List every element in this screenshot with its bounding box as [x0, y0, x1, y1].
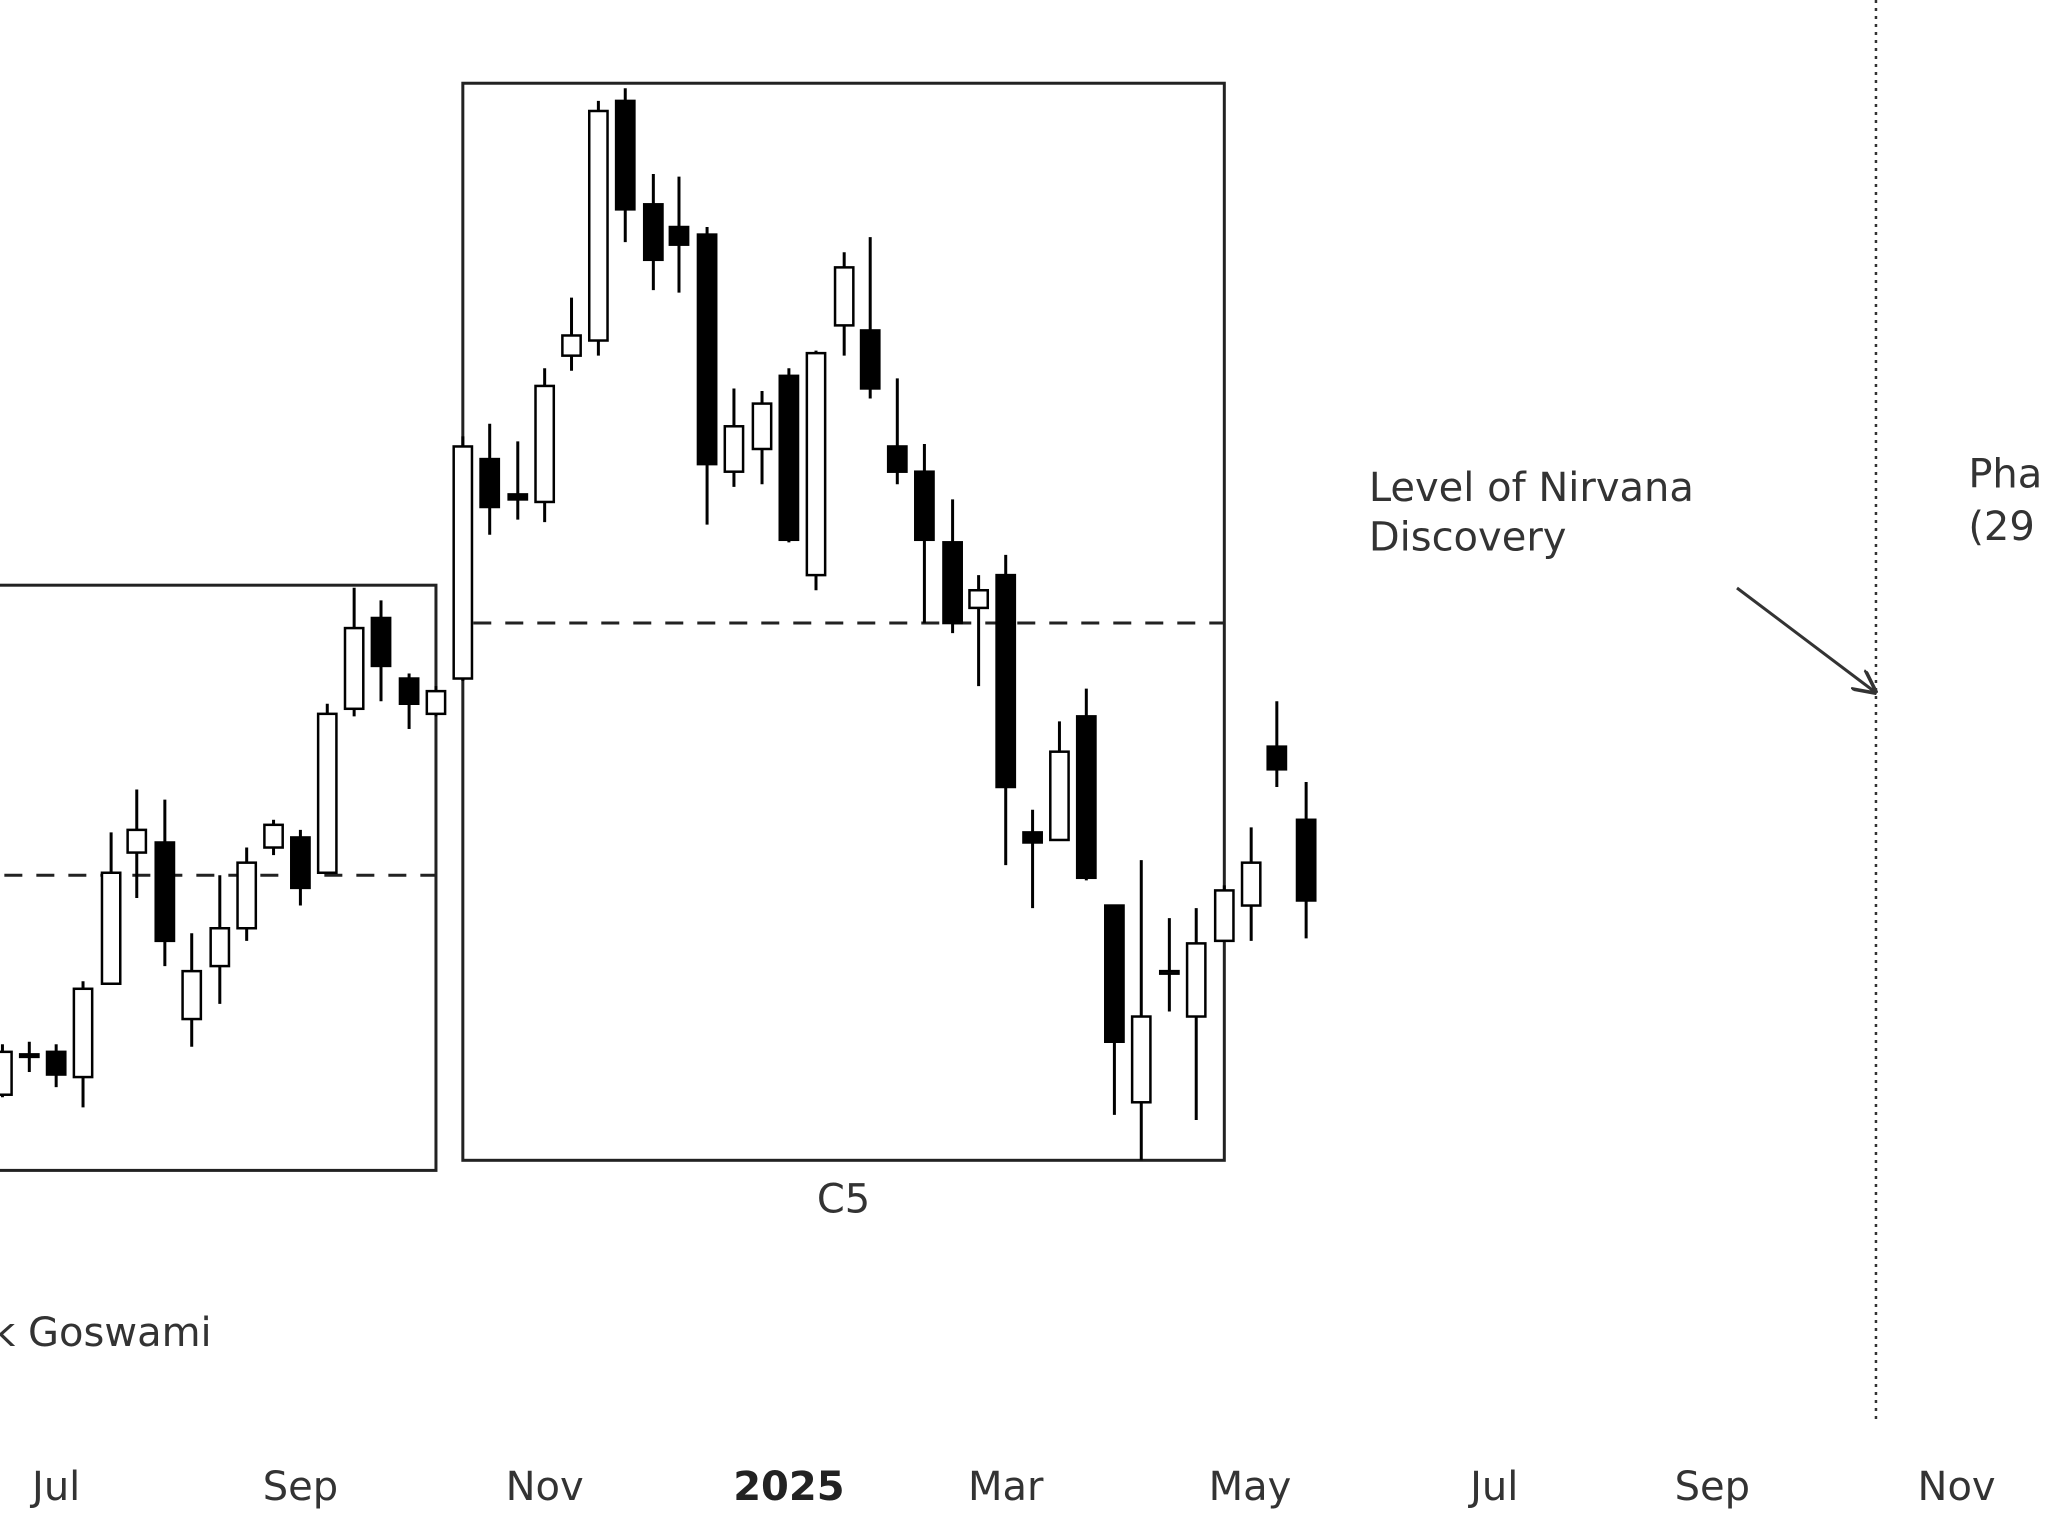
candle-body [561, 334, 582, 357]
candle-body [100, 871, 122, 985]
candle-body [72, 987, 94, 1079]
x-tick-label: May [1209, 1464, 1292, 1510]
candle-body [886, 445, 908, 473]
candle-body [723, 425, 745, 473]
candle-body [995, 573, 1017, 789]
x-tick-label: Jul [29, 1464, 80, 1510]
candle-body [18, 1053, 40, 1059]
candle-body [154, 841, 176, 943]
candle-body [942, 541, 963, 625]
candle-body [45, 1050, 67, 1076]
pattern-box [0, 583, 438, 1172]
candle-body [425, 689, 447, 716]
candle-body [914, 470, 935, 542]
x-tick-label: Sep [1675, 1464, 1750, 1510]
candle-body [209, 926, 231, 968]
candle-body [1022, 831, 1043, 844]
candle-body [859, 329, 881, 390]
x-tick-label: Mar [968, 1464, 1044, 1510]
candle-body [1266, 745, 1288, 771]
candles [0, 88, 1317, 1161]
candle-body [343, 626, 365, 711]
candle-body [696, 233, 718, 466]
annotation-text: (29 [1968, 504, 2035, 550]
candle-body [587, 109, 609, 342]
annotation-arrow [1736, 586, 1875, 692]
candle-body [507, 493, 529, 501]
candle-body [0, 1050, 13, 1096]
candle-body [316, 712, 338, 875]
candle-body [452, 445, 474, 680]
x-tick-label: Nov [506, 1464, 584, 1510]
candle-body [479, 457, 501, 509]
candle-body [1158, 969, 1180, 975]
author-text: k Goswami [0, 1310, 212, 1356]
annotation-text: Discovery [1369, 514, 1567, 560]
candle-body [614, 99, 636, 211]
labels: Jul Sep Nov 2025 Mar May Jul Sep Nov C5 Level of N… [0, 452, 2042, 1510]
candle-body [805, 351, 827, 577]
x-tick-label: Sep [263, 1464, 338, 1510]
candle-body [751, 402, 773, 451]
x-tick-label: 2025 [733, 1464, 844, 1510]
candle-body [833, 266, 855, 327]
candle-body [534, 384, 556, 504]
candle-body [968, 588, 990, 610]
candle-body [126, 828, 148, 854]
candle-body [1075, 715, 1097, 880]
box-label: C5 [817, 1177, 870, 1223]
candle-body [1049, 750, 1070, 842]
annotation-text: Pha [1968, 452, 2042, 498]
x-tick-label: Nov [1918, 1464, 1996, 1510]
candle-body [1240, 861, 1262, 907]
candle-body [370, 616, 392, 668]
candle-body [642, 203, 664, 262]
candle-body [1295, 818, 1317, 902]
annotation-text: Level of Nirvana [1369, 465, 1694, 511]
x-tick-label: Jul [1467, 1464, 1518, 1510]
candle-body [1185, 942, 1207, 1018]
candle-body [1130, 1015, 1152, 1104]
candle-body [236, 861, 258, 930]
annotations [0, 0, 1878, 1424]
candle-body [778, 374, 800, 542]
candle-body [1104, 904, 1125, 1044]
candle-body [263, 823, 284, 849]
candle-body [1213, 889, 1235, 943]
candle-body [181, 969, 203, 1021]
candle-body [290, 836, 311, 890]
candle-body [398, 677, 420, 706]
candle-body [668, 225, 690, 246]
